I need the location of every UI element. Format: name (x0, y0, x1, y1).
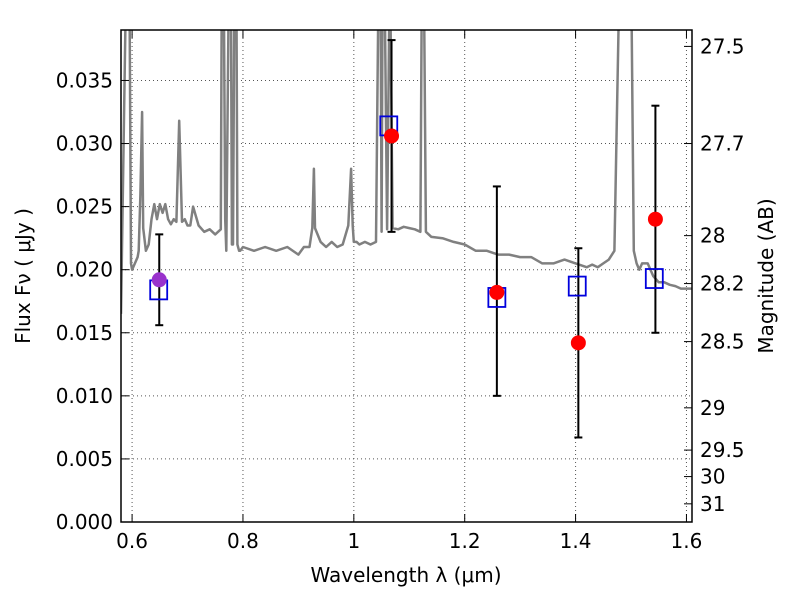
observed-flux-point (570, 335, 586, 351)
y-tick-label: 0.020 (56, 258, 113, 282)
model-spectrum (121, 30, 692, 314)
plot-frame (120, 29, 693, 523)
x-axis-label: Wavelength λ (μm) (310, 563, 501, 587)
x-tick-label: 1.6 (671, 529, 703, 553)
y-tick-label: 0.025 (56, 195, 113, 219)
y-tick-label: 0.010 (56, 384, 113, 408)
x-axis-ticks: 0.6 0.8 1 1.2 1.4 1.6 (116, 30, 702, 553)
y-axis-label: Flux Fν ( μJy ) (11, 208, 35, 344)
y2-tick-label: 28 (700, 224, 725, 248)
x-tick-label: 1.4 (560, 529, 592, 553)
y2-tick-label: 28.5 (700, 330, 745, 354)
x-tick-label: 1.2 (449, 529, 481, 553)
y-tick-label: 0.030 (56, 132, 113, 156)
y2-tick-label: 28.2 (700, 272, 745, 296)
y-tick-label: 0.035 (56, 68, 113, 92)
observed-flux-point (151, 272, 167, 288)
x-tick-label: 0.8 (227, 529, 259, 553)
y-tick-label: 0.005 (56, 447, 113, 471)
x-tick-label: 1 (347, 529, 360, 553)
observed-flux-point (489, 284, 505, 300)
y2-axis-ticks: 27.5 27.7 28 28.2 28.5 29 29.5 30 31 (684, 34, 745, 516)
y2-tick-label: 31 (700, 492, 725, 516)
model-square-point (567, 275, 587, 297)
y-tick-label: 0.015 (56, 321, 113, 345)
observed-photometry-points (151, 128, 663, 351)
x-tick-label: 0.6 (116, 529, 148, 553)
observed-flux-point (647, 211, 663, 227)
grid (121, 30, 692, 522)
y-tick-label: 0.000 (56, 510, 113, 534)
y2-axis-label: Magnitude (AB) (754, 198, 778, 353)
model-square-point (644, 268, 664, 289)
y2-tick-label: 27.5 (700, 34, 745, 58)
y2-tick-label: 30 (700, 465, 725, 489)
y2-tick-label: 27.7 (700, 132, 745, 156)
y2-tick-label: 29 (700, 396, 725, 420)
y-axis-ticks: 0.000 0.005 0.010 0.015 0.020 0.025 0.030 0.035 (56, 68, 129, 534)
y2-tick-label: 29.5 (700, 438, 745, 462)
spectrum-line (121, 30, 692, 314)
observed-flux-point (384, 128, 400, 144)
